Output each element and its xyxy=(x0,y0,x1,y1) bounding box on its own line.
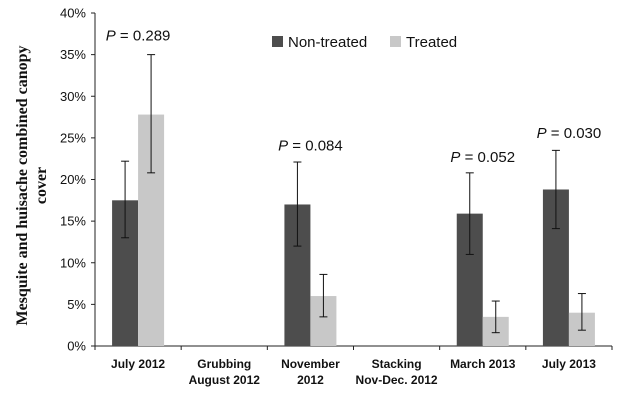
legend-label-non-treated: Non-treated xyxy=(288,34,367,51)
axes xyxy=(91,12,613,350)
p-symbol: P xyxy=(537,125,547,142)
x-tick-label: July 2013 xyxy=(542,357,596,371)
x-tick-label: March 2013 xyxy=(450,357,516,371)
legend-label-treated: Treated xyxy=(406,34,457,51)
x-tick-label: Stacking Nov-Dec. 2012 xyxy=(356,357,438,387)
bars xyxy=(112,114,595,346)
p-value: = 0.084 xyxy=(288,137,343,154)
y-axis-title-line: Mesquite and huisache combined canopy xyxy=(14,45,31,325)
x-tick-label-line: November xyxy=(281,357,340,371)
y-tick-label: 15% xyxy=(60,214,86,229)
y-tick-label: 35% xyxy=(60,47,86,62)
p-value: = 0.052 xyxy=(460,149,515,166)
p-value-label: P = 0.084 xyxy=(278,137,343,154)
y-tick-label: 20% xyxy=(60,172,86,187)
y-axis-title: Mesquite and huisache combined canopy cov… xyxy=(14,45,50,325)
y-tick-label: 30% xyxy=(60,89,86,104)
y-axis-title-line: cover xyxy=(33,167,50,204)
p-value-label: P = 0.289 xyxy=(106,27,171,44)
p-value-label: P = 0.052 xyxy=(450,149,515,166)
x-tick-label-line: Nov-Dec. 2012 xyxy=(356,373,438,387)
y-tick-labels: 0% 5% 10% 15% 20% 25% 30% 35% 40% xyxy=(60,6,86,354)
p-symbol: P xyxy=(278,137,288,154)
x-tick-label-line: July 2013 xyxy=(542,357,596,371)
x-tick-label: July 2012 xyxy=(111,357,165,371)
y-tick-label: 40% xyxy=(60,6,86,21)
p-symbol: P xyxy=(106,27,116,44)
x-tick-label: Grubbing August 2012 xyxy=(189,357,261,387)
p-value: = 0.030 xyxy=(547,125,602,142)
x-tick-label-line: August 2012 xyxy=(189,373,261,387)
error-bars xyxy=(121,54,586,334)
x-tick-label-line: Stacking xyxy=(372,357,422,371)
p-value-label: P = 0.030 xyxy=(537,125,602,142)
y-axis-label: Mesquite and huisache combined canopy cov… xyxy=(14,45,50,325)
x-tick-label-line: March 2013 xyxy=(450,357,516,371)
x-tick-label-line: 2012 xyxy=(297,373,324,387)
legend-swatch-non-treated xyxy=(272,36,283,47)
legend-swatch-treated xyxy=(390,36,401,47)
y-tick-label: 25% xyxy=(60,130,86,145)
x-tick-label: November 2012 xyxy=(281,357,340,387)
y-tick-label: 5% xyxy=(67,297,86,312)
y-tick-label: 10% xyxy=(60,255,86,270)
x-tick-labels: July 2012 Grubbing August 2012 November 2012… xyxy=(111,357,596,387)
p-symbol: P xyxy=(450,149,460,166)
x-tick-label-line: July 2012 xyxy=(111,357,165,371)
legend: Non-treated Treated xyxy=(272,34,457,51)
p-value: = 0.289 xyxy=(116,27,171,44)
x-tick-label-line: Grubbing xyxy=(197,357,251,371)
y-tick-label: 0% xyxy=(67,339,86,354)
